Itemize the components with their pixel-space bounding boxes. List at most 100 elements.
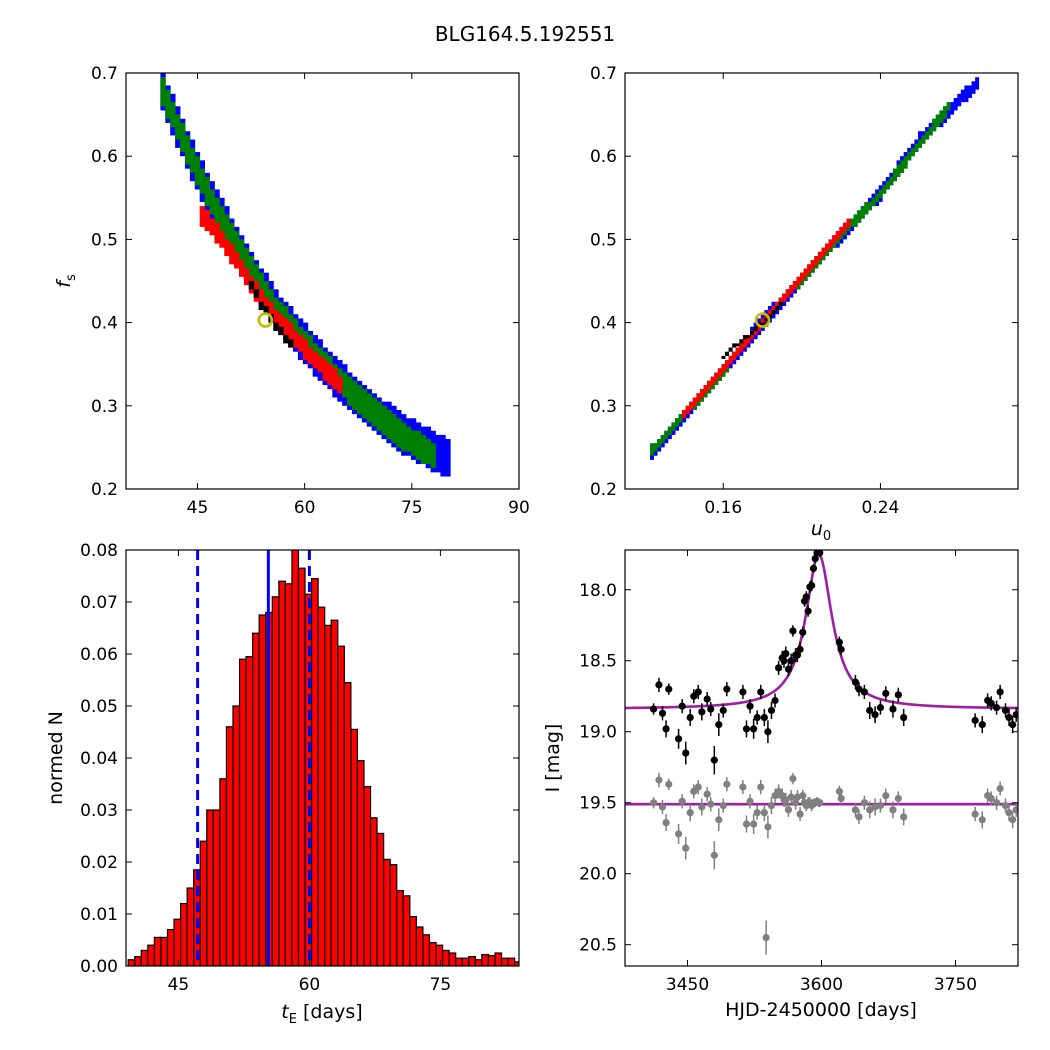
blue-cell (957, 93, 962, 107)
red-cell (732, 351, 737, 361)
x-tick-label: 3450 (666, 975, 709, 995)
green-cell (657, 439, 662, 448)
green-cell (650, 443, 654, 456)
red-cell (297, 335, 304, 352)
green-cell (932, 118, 937, 132)
red-cell (742, 339, 747, 348)
black-cell (248, 281, 255, 290)
data-point (739, 783, 747, 791)
green-cell (160, 77, 166, 107)
data-point (871, 711, 879, 719)
red-cell (800, 272, 805, 281)
data-point (808, 581, 816, 590)
data-point (851, 678, 860, 686)
y-tick-label: 0.7 (91, 64, 118, 84)
blue-cell (950, 102, 955, 115)
red-cell (714, 372, 719, 381)
black-cell (760, 322, 765, 326)
green-cell (653, 443, 658, 452)
data-point (860, 799, 868, 807)
red-cell (199, 206, 205, 227)
data-point (816, 799, 824, 807)
green-cell (366, 393, 373, 423)
data-point (855, 813, 863, 821)
data-point (782, 796, 790, 804)
fs-vs-tE-panel: 45 60 75 90 0.2 0.3 0.4 0.5 0.6 0.7 fs (53, 64, 530, 518)
histogram-bar (521, 961, 528, 966)
data-point (894, 691, 902, 699)
green-cell (420, 434, 427, 465)
data-point (851, 806, 860, 814)
black-cell (283, 335, 289, 344)
data-point (649, 705, 658, 713)
histogram-bar (199, 840, 208, 966)
green-cell (224, 214, 230, 240)
histogram-bar (238, 658, 247, 966)
blue-cell (960, 89, 965, 103)
red-cell (700, 389, 704, 398)
x-axis-label: tE [days] (281, 1001, 362, 1027)
histogram-bar (232, 705, 241, 966)
histogram-bar (324, 624, 332, 966)
data-point (793, 651, 801, 659)
y-tick-label: 19.5 (579, 794, 617, 814)
x-tick-label: 0.16 (704, 498, 742, 518)
green-cell (942, 106, 947, 119)
green-cell (342, 372, 348, 398)
data-point (767, 706, 776, 715)
data-point (796, 810, 804, 818)
y-tick-label: 0.5 (91, 230, 118, 250)
data-point (719, 801, 727, 810)
data-point (900, 713, 908, 722)
black-cell (253, 289, 260, 298)
green-cell (410, 430, 417, 456)
y-tick-label: 0.6 (91, 147, 118, 167)
data-point (690, 787, 698, 795)
y-tick-label: 0.03 (80, 801, 118, 821)
data-point (658, 709, 667, 717)
green-cell (946, 102, 951, 111)
plot-area (160, 73, 451, 477)
y-tick-label: 0.2 (590, 480, 617, 500)
red-cell (204, 210, 210, 232)
x-axis-label: u0 (811, 518, 831, 544)
data-point (665, 780, 673, 788)
y-tick-label: 0.02 (80, 853, 118, 873)
y-tick-label: 19.0 (579, 723, 617, 743)
green-cell (857, 210, 862, 223)
black-cell (288, 339, 294, 348)
red-cell (832, 235, 837, 244)
data-point (866, 706, 874, 715)
histogram-bar (415, 926, 424, 966)
y-tick-label: 0.07 (80, 593, 118, 613)
x-tick-label: 90 (508, 498, 530, 518)
data-point (996, 784, 1004, 793)
x-axis-label: HJD-2450000 [days] (725, 999, 917, 1021)
green-cell (263, 281, 269, 306)
histogram-bar (428, 941, 437, 966)
data-point (771, 696, 779, 705)
data-point (649, 799, 658, 807)
tE-histogram-panel: 45 60 75 0.00 0.01 0.02 0.03 0.04 0.05 0.06 0.07 0.… (45, 541, 528, 1027)
black-cell (771, 310, 776, 315)
black-cell (732, 343, 737, 348)
histogram-bar (147, 944, 155, 966)
green-cell (170, 102, 176, 128)
green-cell (214, 197, 220, 223)
data-point (866, 806, 874, 814)
y-tick-label: 20.0 (579, 865, 617, 885)
green-cell (928, 127, 933, 136)
histogram-bar (409, 915, 417, 966)
plot-area (625, 550, 1018, 955)
x-tick-label: 3600 (800, 975, 843, 995)
green-cell (678, 414, 683, 423)
red-cell (735, 347, 740, 356)
black-cell (764, 318, 769, 322)
data-point (682, 844, 690, 852)
y-tick-label: 0.5 (590, 230, 617, 250)
green-cell (935, 114, 940, 128)
x-tick-label: 45 (187, 498, 209, 518)
green-cell (925, 131, 930, 140)
histogram-bar (153, 936, 162, 966)
data-point (978, 816, 986, 824)
